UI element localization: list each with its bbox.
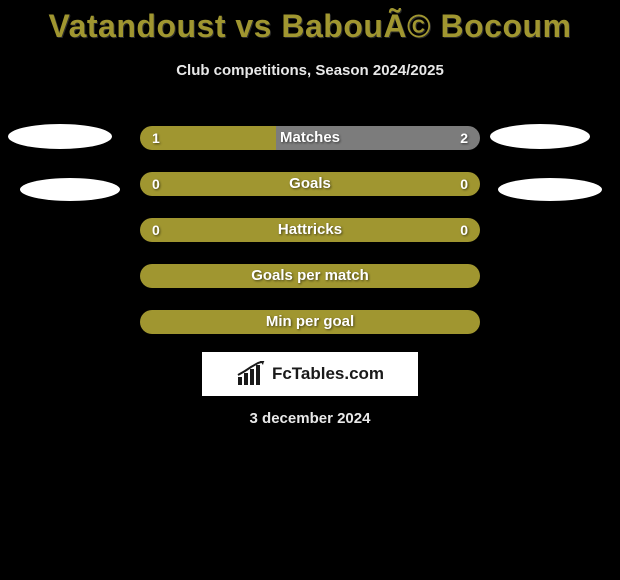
stage: Vatandoust vs BabouÃ© Bocoum Club compet… [0, 0, 620, 580]
stat-row-min-per-goal: Min per goal [140, 310, 480, 334]
player-right-ellipse-top [490, 124, 590, 149]
stat-row-hattricks: 00Hattricks [140, 218, 480, 242]
stat-label: Min per goal [140, 310, 480, 334]
player-right-ellipse-bottom [498, 178, 602, 201]
bar-chart-icon [236, 361, 266, 387]
stat-label: Goals per match [140, 264, 480, 288]
player-left-ellipse-bottom [20, 178, 120, 201]
stat-label: Goals [140, 172, 480, 196]
stat-row-matches: 12Matches [140, 126, 480, 150]
player-left-ellipse-top [8, 124, 112, 149]
page-subtitle: Club competitions, Season 2024/2025 [0, 62, 620, 79]
logo-box[interactable]: FcTables.com [202, 352, 418, 396]
stat-row-goals-per-match: Goals per match [140, 264, 480, 288]
stat-label: Matches [140, 126, 480, 150]
stat-label: Hattricks [140, 218, 480, 242]
date-text: 3 december 2024 [0, 410, 620, 427]
stat-row-goals: 00Goals [140, 172, 480, 196]
logo-text: FcTables.com [272, 364, 384, 384]
page-title: Vatandoust vs BabouÃ© Bocoum [0, 8, 620, 45]
